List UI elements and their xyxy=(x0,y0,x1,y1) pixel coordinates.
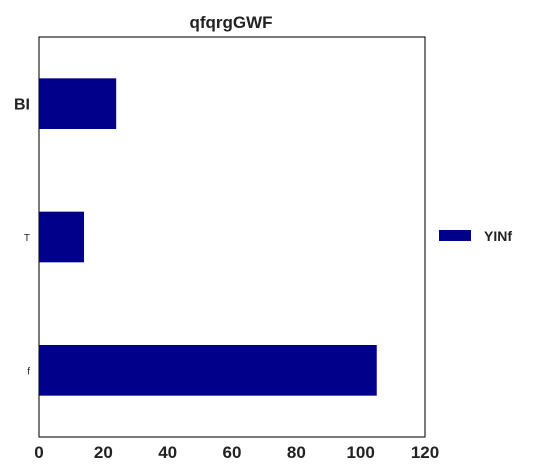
x-tick-labels: 0 20 40 60 80 100 120 xyxy=(34,443,439,462)
y-tick-label-f: f xyxy=(27,366,30,377)
x-tick-label-40: 40 xyxy=(158,443,177,462)
x-tick-label-0: 0 xyxy=(34,443,43,462)
chart-title: qfqrgGWF xyxy=(189,13,272,32)
x-tick-label-80: 80 xyxy=(287,443,306,462)
y-tick-label-t: T xyxy=(24,233,30,244)
x-tick-label-100: 100 xyxy=(346,443,374,462)
x-tick-label-20: 20 xyxy=(94,443,113,462)
y-tick-labels: BI Tf xyxy=(14,97,30,378)
bar-t xyxy=(39,211,85,263)
bars-group xyxy=(39,78,377,396)
bar-bi xyxy=(39,78,117,129)
legend-swatch-yinf xyxy=(439,230,471,241)
bar-f xyxy=(39,345,377,396)
y-tick-label-bi: BI xyxy=(14,97,30,114)
legend: YINf xyxy=(439,228,512,244)
x-tick-label-120: 120 xyxy=(411,443,439,462)
x-tick-label-60: 60 xyxy=(223,443,242,462)
legend-label-yinf: YINf xyxy=(484,228,512,244)
